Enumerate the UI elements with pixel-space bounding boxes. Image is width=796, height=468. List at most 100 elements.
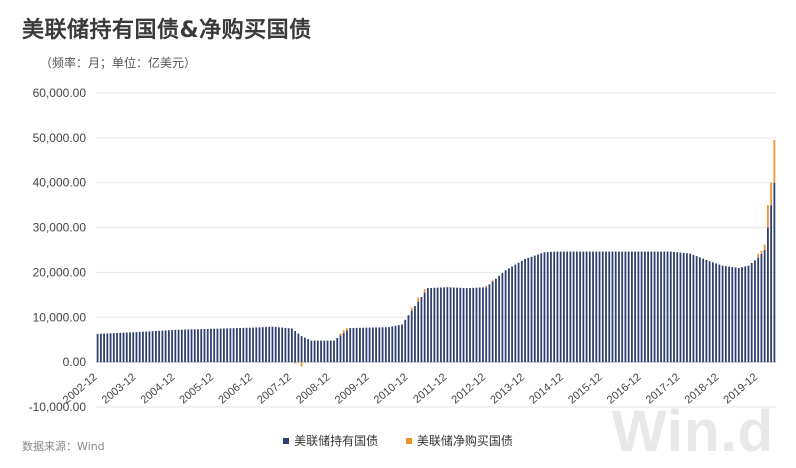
holdings-bar [728, 266, 730, 363]
holdings-bar [436, 287, 439, 363]
holdings-bar [349, 328, 352, 363]
holdings-bar [242, 327, 245, 363]
holdings-bar [754, 260, 756, 363]
holdings-bar [365, 327, 368, 363]
holdings-bar [297, 333, 300, 363]
chart-subtitle: （频率：月；单位：亿美元） [40, 56, 197, 70]
holdings-bar [226, 328, 229, 363]
holdings-bar [342, 332, 345, 363]
legend-swatch-holdings [283, 437, 290, 444]
holdings-bar [546, 252, 549, 363]
holdings-bar [232, 328, 235, 363]
data-source: 数据来源：Wind [22, 440, 105, 453]
holdings-bar [640, 251, 643, 363]
holdings-bar [326, 340, 329, 363]
holdings-bar [155, 330, 157, 363]
holdings-bar [303, 337, 306, 363]
net-purchase-bar [346, 328, 348, 331]
holdings-bar [355, 327, 358, 363]
holdings-bar [676, 252, 679, 363]
holdings-bar [770, 205, 773, 363]
net-purchase-bar [294, 362, 297, 364]
holdings-bar [313, 340, 316, 363]
holdings-bar [631, 251, 633, 363]
holdings-bar [566, 251, 569, 363]
holdings-bar [352, 327, 355, 363]
x-axis: 2002-12 2003-12 2004-12 2005-12 2006-12 2007-… [61, 371, 760, 406]
x-tick-label: 2018-12 [683, 371, 722, 406]
holdings-bar [145, 331, 148, 363]
holdings-bar [624, 251, 627, 363]
x-tick-label: 2016-12 [605, 371, 644, 406]
holdings-bar [588, 251, 591, 363]
holdings-bar [439, 287, 442, 363]
watermark-logo: Win.d [611, 399, 774, 464]
holdings-bar [177, 329, 180, 363]
legend-item-net-purchase[interactable]: 美联储净购买国债 [405, 432, 513, 449]
holdings-bar [475, 287, 478, 363]
holdings-bar [125, 332, 128, 363]
holdings-bar [478, 287, 481, 363]
holdings-bar [556, 251, 559, 363]
holdings-bar [248, 327, 251, 363]
holdings-bar [323, 340, 326, 363]
holdings-bar [142, 331, 144, 363]
legend-item-holdings[interactable]: 美联储持有国债 [283, 432, 378, 449]
x-tick-label: 2004-12 [139, 371, 178, 406]
holdings-bar [540, 253, 543, 363]
holdings-bar [550, 251, 552, 363]
holdings-bar [501, 273, 504, 363]
net-purchase-bar [773, 140, 776, 183]
holdings-bar [245, 327, 248, 363]
x-tick-label: 2013-12 [488, 371, 527, 406]
holdings-bar [741, 267, 743, 363]
holdings-bar [320, 340, 322, 363]
net-purchase-bar [485, 285, 488, 288]
holdings-bar [294, 331, 297, 363]
holdings-bar [647, 251, 649, 363]
holdings-bar [734, 267, 737, 363]
net-purchase-bar [763, 244, 766, 250]
holdings-bar [271, 326, 274, 363]
holdings-bar [711, 262, 714, 363]
holdings-bar [511, 266, 513, 363]
holdings-bar [443, 287, 445, 363]
holdings-bar [407, 315, 410, 363]
holdings-bar [692, 254, 695, 363]
holdings-bar [627, 251, 630, 363]
holdings-bar [307, 339, 309, 363]
holdings-bar [456, 287, 458, 363]
holdings-bar [744, 266, 747, 363]
holdings-bar [371, 327, 374, 363]
holdings-series [96, 182, 776, 363]
holdings-bar [235, 328, 238, 363]
holdings-bar [410, 310, 413, 363]
holdings-bar [99, 333, 102, 363]
holdings-bar [106, 333, 109, 363]
holdings-bar [210, 328, 212, 363]
holdings-bar [281, 327, 284, 363]
holdings-bar [148, 331, 151, 363]
holdings-bar [491, 281, 494, 363]
net-purchase-bar [342, 330, 345, 333]
holdings-bar [184, 329, 186, 363]
y-tick-label: -10,000.00 [29, 400, 87, 414]
holdings-bar [669, 251, 672, 363]
holdings-bar [213, 328, 216, 363]
holdings-bar [96, 333, 99, 363]
holdings-bar [394, 325, 397, 363]
x-tick-label: 2015-12 [566, 371, 605, 406]
holdings-bar [469, 287, 471, 363]
holdings-bar [158, 330, 161, 363]
holdings-bar [563, 251, 565, 363]
holdings-bar [258, 327, 261, 363]
holdings-bar [760, 253, 763, 363]
holdings-bar [339, 335, 342, 363]
holdings-bar [219, 328, 222, 363]
x-tick-label: 2003-12 [100, 371, 139, 406]
holdings-bar [569, 251, 572, 363]
x-tick-label: 2011-12 [411, 371, 449, 406]
holdings-bar [731, 267, 734, 363]
holdings-bar [695, 256, 698, 363]
